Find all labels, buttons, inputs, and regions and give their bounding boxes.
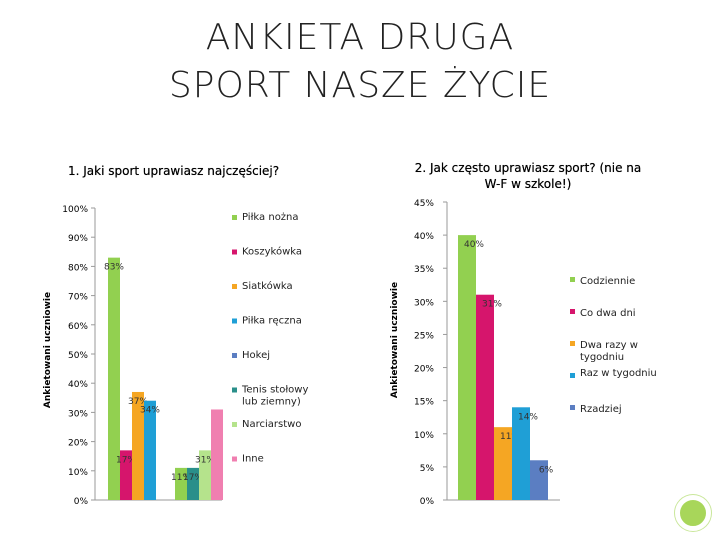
chart2-legend-swatch bbox=[570, 341, 575, 346]
chart1-legend-label: Narciarstwo bbox=[242, 419, 301, 430]
chart1-y-tick-label: 90% bbox=[68, 234, 88, 244]
chart2-bar bbox=[530, 460, 548, 500]
chart2-legend-label: Raz w tygodniu bbox=[580, 368, 657, 379]
chart1-data-label: 17% bbox=[116, 455, 136, 465]
chart1-y-tick-label: 70% bbox=[68, 293, 88, 303]
chart1-bar bbox=[211, 409, 223, 500]
chart1-y-tick-label: 30% bbox=[68, 409, 88, 419]
chart1-bar bbox=[199, 450, 211, 500]
chart2-y-tick-label: 20% bbox=[414, 365, 434, 375]
chart2-bar bbox=[512, 407, 530, 500]
chart2-legend-label: Co dwa dni bbox=[580, 308, 636, 319]
chart2-legend-label: Dwa razy w bbox=[580, 340, 638, 351]
chart1-y-tick-label: 50% bbox=[68, 351, 88, 361]
chart1-legend-label: lub ziemny) bbox=[242, 397, 301, 408]
chart1-bar bbox=[175, 467, 187, 500]
chart2-y-tick-label: 30% bbox=[414, 298, 434, 308]
chart2-legend-swatch bbox=[570, 373, 575, 378]
chart2-y-tick-label: 40% bbox=[414, 232, 434, 242]
chart1-bar bbox=[187, 467, 199, 500]
decorative-circle bbox=[675, 495, 711, 531]
chart1-y-tick-label: 40% bbox=[68, 380, 88, 390]
chart2-data-label: 14% bbox=[518, 412, 538, 422]
chart1-legend-label: Piłka ręczna bbox=[242, 316, 302, 327]
chart2-data-label: 11% bbox=[500, 432, 520, 442]
chart1-y-tick-label: 20% bbox=[68, 439, 88, 449]
chart2-legend-swatch bbox=[570, 309, 575, 314]
chart2-data-label: 6% bbox=[539, 465, 554, 475]
chart1-legend-label: Siatkówka bbox=[242, 280, 293, 292]
slide-title-line1: Ankieta druga bbox=[205, 17, 515, 58]
chart1-data-label: 37% bbox=[128, 397, 148, 407]
chart1-data-label: 31% bbox=[195, 455, 215, 465]
chart1-legend-swatch bbox=[232, 387, 237, 393]
chart1-legend-label: Hokej bbox=[242, 350, 270, 361]
chart2-y-tick-label: 5% bbox=[420, 464, 435, 474]
chart1-data-label: 34% bbox=[140, 406, 160, 416]
chart1-legend-swatch bbox=[232, 249, 237, 255]
chart2-legend-label: tygodniu bbox=[580, 352, 624, 363]
chart2-data-label: 40% bbox=[464, 240, 484, 250]
slide-title-line2: Sport nasze życie bbox=[168, 65, 552, 106]
chart1-y-axis-label: Ankietowani uczniowie bbox=[43, 292, 53, 408]
chart2-legend-swatch bbox=[570, 405, 575, 410]
chart2-y-tick-label: 0% bbox=[420, 497, 435, 507]
chart2-bar bbox=[458, 235, 476, 500]
chart1-legend-swatch bbox=[232, 318, 237, 324]
chart1-y-tick-label: 100% bbox=[62, 205, 88, 215]
slide-title: Ankieta druga Sport nasze życie bbox=[0, 14, 720, 110]
chart2-data-label: 31% bbox=[482, 300, 502, 310]
chart2-y-tick-label: 15% bbox=[414, 398, 434, 408]
chart2-y-tick-label: 35% bbox=[414, 265, 434, 275]
chart1-legend-label: Piłka nożna bbox=[242, 212, 299, 223]
chart1-bar bbox=[120, 450, 132, 500]
chart1-legend-swatch bbox=[232, 353, 237, 358]
chart2-legend-label: Codziennie bbox=[580, 276, 635, 287]
chart1-legend-swatch bbox=[232, 215, 237, 220]
chart1-bar bbox=[108, 257, 120, 500]
chart2-y-tick-label: 45% bbox=[414, 199, 434, 209]
chart2-bar bbox=[476, 294, 494, 500]
chart1-y-tick-label: 0% bbox=[74, 497, 89, 507]
chart1-title: 1. Jaki sport uprawiasz najczęściej? bbox=[68, 164, 280, 178]
chart2-y-tick-label: 10% bbox=[414, 431, 434, 441]
chart2-y-axis-label: Ankietowani uczniowie bbox=[390, 282, 400, 398]
chart1-y-tick-label: 80% bbox=[68, 263, 88, 273]
chart2-legend-label: Rzadziej bbox=[580, 404, 622, 415]
chart1-legend-label: Koszykówka bbox=[242, 246, 302, 258]
chart1-data-label: 11% bbox=[171, 473, 191, 483]
chart2-bar bbox=[494, 427, 512, 500]
chart1-legend-label: Tenis stołowy bbox=[241, 385, 308, 396]
chart1-data-label: 83% bbox=[104, 263, 124, 273]
chart1-bar bbox=[132, 391, 144, 500]
chart1-legend-swatch bbox=[232, 456, 237, 462]
chart1-bar bbox=[144, 400, 156, 500]
chart2-legend-swatch bbox=[570, 277, 575, 282]
chart1-y-tick-label: 60% bbox=[68, 322, 88, 332]
chart1-y-tick-label: 10% bbox=[68, 468, 88, 478]
chart1-legend-swatch bbox=[232, 284, 237, 289]
chart2-y-tick-label: 25% bbox=[414, 331, 434, 341]
chart1-legend-swatch bbox=[232, 422, 237, 427]
chart2-title: 2. Jak często uprawiasz sport? (nie na W… bbox=[414, 161, 642, 191]
chart1-legend-label: Inne bbox=[242, 454, 264, 465]
chart1-data-label: 17% bbox=[183, 473, 203, 483]
